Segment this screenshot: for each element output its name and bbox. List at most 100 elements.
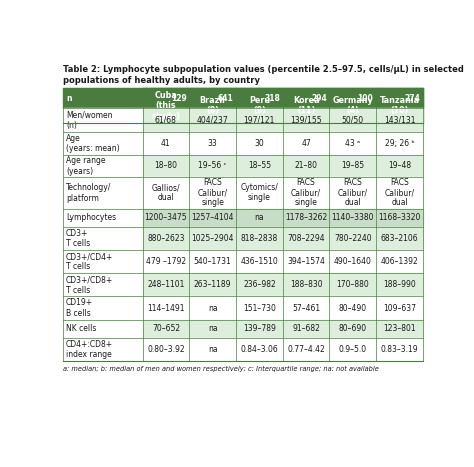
Bar <box>329 155 376 177</box>
Bar <box>143 319 189 338</box>
Bar <box>236 177 283 209</box>
Text: 294: 294 <box>311 94 327 103</box>
Text: 21–80: 21–80 <box>295 161 318 170</box>
Bar <box>376 132 423 155</box>
Text: CD3+/CD4+
T cells: CD3+/CD4+ T cells <box>66 252 113 271</box>
Bar <box>189 108 236 132</box>
Text: CD3+/CD8+
T cells: CD3+/CD8+ T cells <box>66 275 113 295</box>
Text: 47: 47 <box>301 139 311 148</box>
Text: 0.9–5.0: 0.9–5.0 <box>339 345 367 354</box>
Text: 30: 30 <box>255 139 264 148</box>
Text: Age range
(years): Age range (years) <box>66 156 106 176</box>
Text: 274: 274 <box>404 94 420 103</box>
Text: 236–982: 236–982 <box>243 280 276 290</box>
Text: Brazil
(8): Brazil (8) <box>200 96 226 115</box>
Text: FACS
Calibur/
dual: FACS Calibur/ dual <box>384 178 415 207</box>
Text: 780–2240: 780–2240 <box>334 234 372 243</box>
Bar <box>283 209 329 227</box>
Bar <box>236 319 283 338</box>
Text: 406–1392: 406–1392 <box>381 257 419 266</box>
Bar <box>329 177 376 209</box>
Bar <box>189 88 236 108</box>
Bar <box>143 132 189 155</box>
Bar <box>236 88 283 123</box>
Bar <box>143 297 189 319</box>
Text: Tanzania
(10): Tanzania (10) <box>380 96 419 115</box>
Bar <box>143 108 189 132</box>
Bar <box>236 108 283 132</box>
Text: na: na <box>208 324 218 333</box>
Text: 0.77–4.42: 0.77–4.42 <box>287 345 325 354</box>
Bar <box>63 273 143 297</box>
Text: Lymphocytes: Lymphocytes <box>66 213 116 222</box>
Text: Age
(years: mean): Age (years: mean) <box>66 134 120 153</box>
Text: 100: 100 <box>358 94 374 103</box>
Text: 683–2106: 683–2106 <box>381 234 419 243</box>
Text: 114–1491: 114–1491 <box>147 304 185 312</box>
Bar <box>283 88 329 108</box>
Text: 188–990: 188–990 <box>383 280 416 290</box>
Bar <box>376 250 423 273</box>
Text: Men/women
(n): Men/women (n) <box>66 111 113 130</box>
Bar <box>143 273 189 297</box>
Text: 436–1510: 436–1510 <box>240 257 278 266</box>
Text: Cytomics/
single: Cytomics/ single <box>240 183 278 202</box>
Text: 18–80: 18–80 <box>155 161 177 170</box>
Text: 248–1101: 248–1101 <box>147 280 184 290</box>
Bar <box>283 250 329 273</box>
Text: na: na <box>208 304 218 312</box>
Text: 143/131: 143/131 <box>384 116 415 125</box>
Text: 70–652: 70–652 <box>152 324 180 333</box>
Text: 170–880: 170–880 <box>337 280 369 290</box>
Text: 43 ᵃ: 43 ᵃ <box>345 139 360 148</box>
Text: 80–690: 80–690 <box>339 324 367 333</box>
Text: Table 2: Lymphocyte subpopulation values (percentile 2.5–97.5, cells/μL) in sele: Table 2: Lymphocyte subpopulation values… <box>63 65 464 85</box>
Bar <box>189 155 236 177</box>
Text: 490–1640: 490–1640 <box>334 257 372 266</box>
Bar <box>283 319 329 338</box>
Text: 151–730: 151–730 <box>243 304 276 312</box>
Text: Gallios/
dual: Gallios/ dual <box>152 183 180 202</box>
Bar <box>143 177 189 209</box>
Text: FACS
Calibur/
single: FACS Calibur/ single <box>291 178 321 207</box>
Text: 33: 33 <box>208 139 218 148</box>
Text: 109–637: 109–637 <box>383 304 416 312</box>
Bar <box>376 319 423 338</box>
Text: 880–2623: 880–2623 <box>147 234 185 243</box>
Bar <box>376 155 423 177</box>
Bar <box>143 338 189 361</box>
Text: 197/121: 197/121 <box>244 116 275 125</box>
Text: 50/50: 50/50 <box>342 116 364 125</box>
Bar <box>236 338 283 361</box>
Text: a: median; b: median of men and women respectively; c: Interquartile range; na: : a: median; b: median of men and women re… <box>63 366 379 372</box>
Bar <box>236 273 283 297</box>
Bar <box>329 108 376 132</box>
Bar <box>189 132 236 155</box>
Text: 1025–2904: 1025–2904 <box>191 234 234 243</box>
Text: Peru
(9): Peru (9) <box>249 96 270 115</box>
Bar <box>283 297 329 319</box>
Bar <box>329 319 376 338</box>
Bar <box>236 250 283 273</box>
Bar <box>63 177 143 209</box>
Bar <box>236 209 283 227</box>
Bar <box>236 132 283 155</box>
Text: 641: 641 <box>218 94 233 103</box>
Text: 404/237: 404/237 <box>197 116 228 125</box>
Bar <box>189 88 236 123</box>
Text: Germany
(4): Germany (4) <box>332 96 373 115</box>
Text: FACS
Calibur/
dual: FACS Calibur/ dual <box>338 178 368 207</box>
Text: 80–490: 80–490 <box>339 304 367 312</box>
Bar <box>329 338 376 361</box>
Text: CD19+
B cells: CD19+ B cells <box>66 298 93 318</box>
Text: 19–85: 19–85 <box>341 161 365 170</box>
Text: Cuba
(this
study): Cuba (this study) <box>151 91 181 120</box>
Text: 0.84–3.06: 0.84–3.06 <box>240 345 278 354</box>
Text: 1168–3320: 1168–3320 <box>378 213 421 222</box>
Bar <box>63 155 143 177</box>
Text: 818–2838: 818–2838 <box>241 234 278 243</box>
Text: 708–2294: 708–2294 <box>287 234 325 243</box>
Bar <box>376 88 423 108</box>
Text: 19–56 ᶜ: 19–56 ᶜ <box>199 161 227 170</box>
Text: 394–1574: 394–1574 <box>287 257 325 266</box>
